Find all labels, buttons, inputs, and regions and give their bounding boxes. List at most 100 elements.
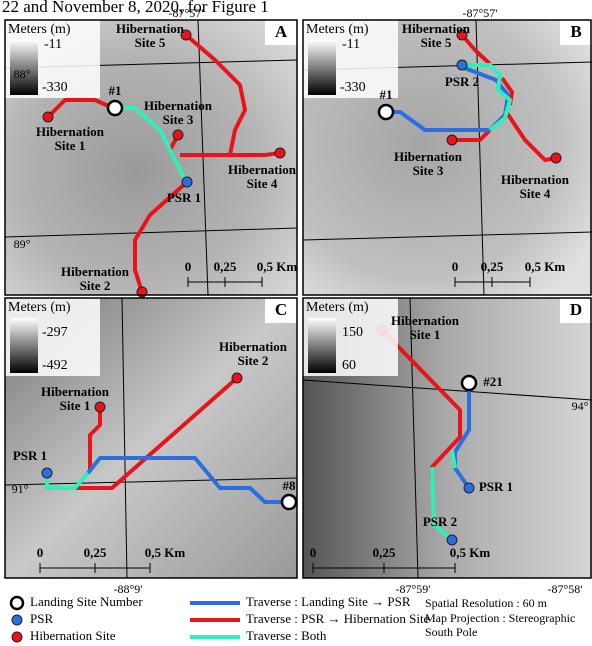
legend-max: -11 <box>342 37 360 52</box>
legend-label: Hibernation Site <box>30 628 116 643</box>
site-label: Hibernation <box>228 162 297 177</box>
note: Map Projection : Stereographic <box>425 611 575 625</box>
site-marker <box>173 130 183 140</box>
note: Spatial Resolution : 60 m <box>425 596 548 610</box>
coord-label: -87°58' <box>548 582 583 596</box>
panel-letter: C <box>275 300 287 319</box>
coord-label: 89° <box>14 237 31 251</box>
site-label: Site 1 <box>55 138 86 153</box>
landing-label: #8 <box>283 478 297 493</box>
site-label: Hibernation <box>391 313 460 328</box>
header-text: 22 and November 8, 2020, for Figure 1 <box>2 0 269 16</box>
site-label: Site 2 <box>80 278 111 293</box>
panel-letter: A <box>275 22 288 41</box>
legend-title: Meters (m) <box>306 22 369 37</box>
landing-label: #21 <box>483 374 503 389</box>
scale-label: 0 <box>185 259 192 274</box>
scale-label: 0 <box>37 545 44 560</box>
psr-label: PSR 1 <box>479 479 513 494</box>
legend-min: -330 <box>340 80 366 95</box>
site-label: Site 4 <box>520 186 551 201</box>
legend-max: 150 <box>342 325 363 340</box>
psr-marker <box>457 60 467 70</box>
legend-min: -492 <box>42 358 68 373</box>
psr-label: PSR 2 <box>423 514 457 529</box>
legend-label: Landing Site Number <box>30 594 143 609</box>
scale-label: 0,5 Km <box>257 259 298 274</box>
panel-a: Meters (m) -11 -330 A Hibernation Site 5… <box>5 6 297 297</box>
psr-label: PSR 1 <box>167 190 201 205</box>
coord-label: 94° <box>572 399 589 413</box>
legend-symbol <box>11 597 23 609</box>
site-label: Hibernation <box>402 21 471 36</box>
psr-marker <box>464 483 474 493</box>
site-label: Site 3 <box>163 112 194 127</box>
panel-letter: D <box>570 300 582 319</box>
site-label: Site 1 <box>410 327 441 342</box>
site-label: Site 3 <box>413 163 444 178</box>
color-bar <box>10 318 38 373</box>
panel-letter: B <box>570 22 581 41</box>
psr-marker <box>42 468 52 478</box>
scale-label: 0,25 <box>214 259 237 274</box>
legend-title: Meters (m) <box>306 300 369 315</box>
scale-label: 0,5 Km <box>145 545 186 560</box>
legend-min: 60 <box>342 358 356 373</box>
coord-label: 91° <box>12 482 29 496</box>
site-marker <box>275 148 285 158</box>
legend: Landing Site Number PSR Hibernation Site… <box>11 594 575 643</box>
psr-marker <box>182 177 192 187</box>
legend-symbol <box>12 632 22 642</box>
legend-title: Meters (m) <box>8 22 71 37</box>
site-marker <box>551 153 561 163</box>
landing-label: #1 <box>380 87 393 102</box>
coord-label: -87°57' <box>463 6 498 20</box>
landing-marker <box>108 101 122 115</box>
scale-label: 0,25 <box>84 545 107 560</box>
site-label: Hibernation <box>219 339 288 354</box>
legend-symbol <box>12 615 22 625</box>
landing-label: #1 <box>109 83 122 98</box>
landing-marker <box>462 376 476 390</box>
site-label: Hibernation <box>116 21 185 36</box>
landing-marker <box>379 105 393 119</box>
panel-c: Meters (m) -297 -492 C Hibernation Site … <box>5 298 297 596</box>
psr-marker <box>447 535 457 545</box>
scale-label: 0,5 Km <box>450 545 491 560</box>
note: South Pole <box>425 625 477 639</box>
psr-label: PSR 1 <box>13 448 47 463</box>
site-label: Hibernation <box>36 124 105 139</box>
panel-d: Meters (m) 150 60 D Hibernation Site 1 #… <box>303 298 592 596</box>
panel-b: Meters (m) -11 -330 B Hibernation Site 5… <box>303 6 592 295</box>
site-label: Hibernation <box>394 149 463 164</box>
legend-label: Traverse : PSR → Hibernation Site <box>246 611 430 626</box>
color-bar <box>308 40 336 95</box>
coord-label: -87°57' <box>169 6 204 20</box>
legend-title: Meters (m) <box>8 300 71 315</box>
psr-label: PSR 2 <box>445 74 479 89</box>
site-label: Hibernation <box>41 384 110 399</box>
legend-max: -11 <box>44 37 62 52</box>
site-label: Site 4 <box>247 176 278 191</box>
legend-label: PSR <box>30 611 53 626</box>
scale-label: 0,5 Km <box>525 259 566 274</box>
legend-label: Traverse : Landing Site → PSR <box>246 594 411 609</box>
site-marker <box>95 402 105 412</box>
site-label: Site 5 <box>421 35 452 50</box>
coord-label: 88° <box>14 67 31 81</box>
legend-min: -330 <box>42 80 68 95</box>
scale-label: 0,25 <box>373 545 396 560</box>
site-label: Hibernation <box>61 264 130 279</box>
color-bar <box>308 318 336 373</box>
site-label: Hibernation <box>501 172 570 187</box>
site-label: Site 1 <box>60 398 91 413</box>
site-label: Hibernation <box>144 98 213 113</box>
figure: 22 and November 8, 2020, for Figure 1 Me… <box>0 0 592 646</box>
site-label: Site 5 <box>135 35 166 50</box>
scale-label: 0 <box>310 545 317 560</box>
site-label: Site 2 <box>238 353 269 368</box>
site-marker <box>447 135 457 145</box>
landing-marker <box>282 495 296 509</box>
legend-max: -297 <box>42 325 68 340</box>
scale-label: 0,25 <box>481 259 504 274</box>
